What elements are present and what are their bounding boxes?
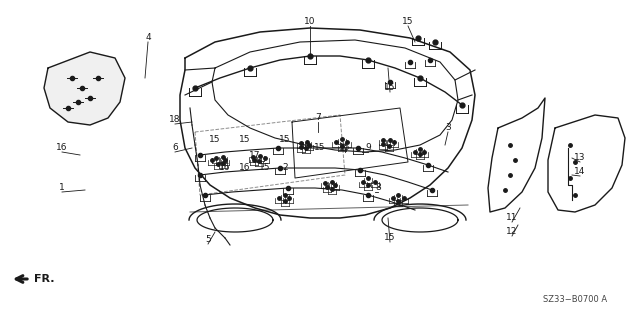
Text: 11: 11 [506,213,518,222]
Text: 15: 15 [209,136,221,145]
Text: 16: 16 [220,164,231,173]
Polygon shape [180,28,475,218]
Text: 12: 12 [506,227,518,236]
Text: 15: 15 [259,164,271,173]
Text: 15: 15 [279,136,291,145]
Polygon shape [488,98,545,212]
Text: 15: 15 [339,144,351,152]
Text: 9: 9 [365,144,371,152]
Text: 15: 15 [384,84,396,93]
Text: 16: 16 [56,144,68,152]
Text: 2: 2 [282,164,288,173]
Text: 1: 1 [59,183,65,192]
Text: 5: 5 [205,235,211,244]
Text: 15: 15 [314,144,326,152]
Text: 4: 4 [145,33,151,42]
Text: 10: 10 [304,18,316,26]
Text: 13: 13 [574,153,586,162]
Polygon shape [44,52,125,125]
Text: FR.: FR. [34,274,54,284]
Text: 17: 17 [249,151,260,160]
Text: 15: 15 [239,136,251,145]
Polygon shape [548,115,625,212]
Text: 18: 18 [169,115,180,124]
Text: 7: 7 [315,114,321,122]
Text: 16: 16 [239,164,251,173]
Text: SZ33−B0700 A: SZ33−B0700 A [543,295,607,305]
Text: 14: 14 [574,167,586,176]
Text: 6: 6 [172,144,178,152]
Text: 8: 8 [375,183,381,192]
Text: 15: 15 [384,234,396,242]
Text: 15: 15 [403,18,413,26]
Text: 3: 3 [445,123,451,132]
